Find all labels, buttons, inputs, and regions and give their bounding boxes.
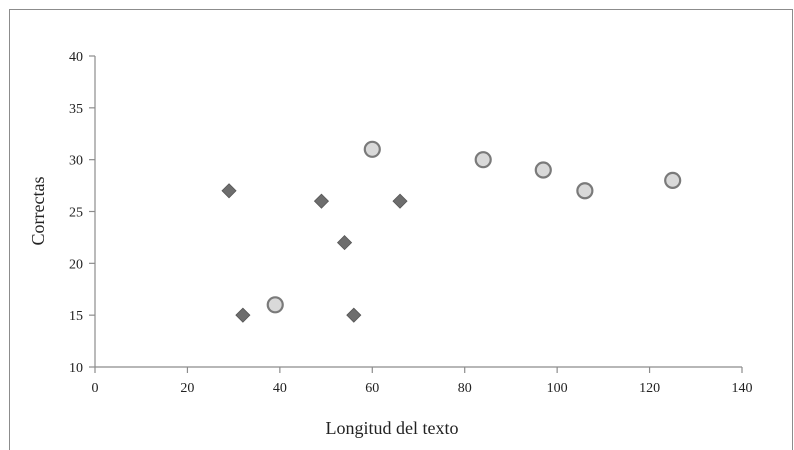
circle-point	[363, 140, 381, 158]
y-tick-label: 15	[69, 309, 83, 324]
diamond-point	[346, 307, 362, 323]
x-tick-label: 120	[639, 381, 660, 396]
x-tick-label: 60	[365, 381, 379, 396]
y-tick-label: 30	[69, 154, 83, 169]
x-tick-label: 0	[92, 381, 99, 396]
axes	[89, 55, 743, 373]
x-tick-label: 100	[547, 381, 568, 396]
x-tick-label: 20	[180, 381, 194, 396]
x-tick-label: 80	[458, 381, 472, 396]
y-tick-label: 20	[69, 257, 83, 272]
circle-point	[576, 182, 594, 200]
x-axis-title: Longitud del texto	[326, 418, 459, 438]
x-tick-label: 40	[273, 381, 287, 396]
diamond-point	[313, 193, 330, 209]
circle-point	[474, 151, 492, 169]
data-points	[221, 140, 682, 323]
chart-frame	[9, 9, 793, 450]
circle-point	[266, 296, 284, 314]
y-tick-label: 35	[69, 102, 83, 117]
diamond-point	[235, 307, 251, 323]
diamond-point	[392, 193, 408, 209]
tick-labels: 10 15 20 25 30 35 40 0 20 40 60 80 100 120 140	[69, 50, 753, 396]
y-axis-title: Correctas	[28, 177, 48, 246]
diamond-point	[336, 235, 353, 251]
y-tick-label: 40	[69, 50, 83, 65]
y-tick-label: 25	[69, 206, 83, 221]
circle-point	[534, 161, 552, 179]
x-tick-label: 140	[732, 381, 753, 396]
diamond-point	[221, 183, 237, 199]
y-tick-label: 10	[69, 361, 83, 376]
circle-point	[664, 171, 682, 189]
